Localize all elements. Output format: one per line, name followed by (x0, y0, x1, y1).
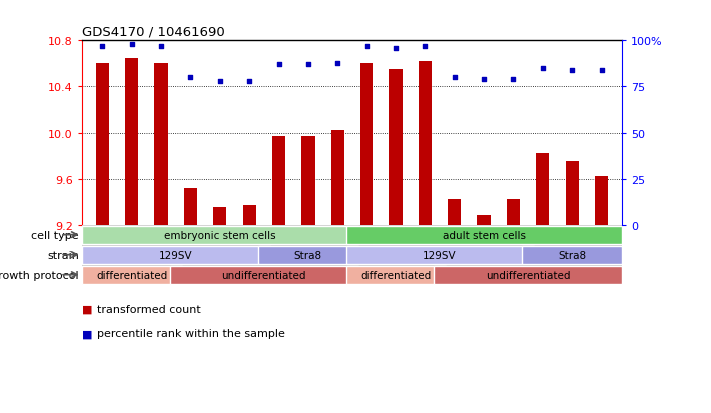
Text: differentiated: differentiated (96, 270, 167, 280)
Text: ■: ■ (82, 329, 92, 339)
Bar (301, 137, 314, 225)
Text: growth protocol: growth protocol (0, 270, 79, 280)
Text: differentiated: differentiated (360, 270, 432, 280)
Bar (154, 64, 168, 225)
Text: Stra8: Stra8 (558, 250, 587, 260)
Text: percentile rank within the sample: percentile rank within the sample (97, 329, 285, 339)
Bar (82, 266, 181, 284)
Bar (448, 200, 461, 225)
Text: embryonic stem cells: embryonic stem cells (164, 230, 276, 240)
Bar (434, 266, 622, 284)
Point (156, 43, 167, 50)
Bar (82, 226, 358, 244)
Bar (507, 200, 520, 225)
Point (185, 75, 196, 81)
Text: GDS4170 / 10461690: GDS4170 / 10461690 (82, 26, 225, 39)
Bar (258, 246, 358, 264)
Point (331, 60, 343, 66)
Text: undifferentiated: undifferentiated (486, 270, 570, 280)
Point (537, 66, 548, 72)
Point (449, 75, 461, 81)
Point (567, 67, 578, 74)
Bar (272, 137, 285, 225)
Point (214, 78, 225, 85)
Point (302, 62, 314, 69)
Bar (346, 266, 446, 284)
Point (596, 67, 607, 74)
Bar (390, 70, 402, 225)
Text: cell type: cell type (31, 230, 79, 240)
Point (273, 62, 284, 69)
Bar (523, 246, 622, 264)
Bar (346, 226, 622, 244)
Text: 129SV: 129SV (159, 250, 193, 260)
Bar (96, 64, 109, 225)
Bar (595, 177, 608, 225)
Text: adult stem cells: adult stem cells (443, 230, 525, 240)
Bar (242, 206, 256, 225)
Bar (331, 131, 344, 225)
Bar (565, 162, 579, 225)
Point (361, 43, 373, 50)
Bar (536, 154, 550, 225)
Point (419, 43, 431, 50)
Point (97, 43, 108, 50)
Bar (419, 62, 432, 225)
Text: 129SV: 129SV (423, 250, 457, 260)
Point (479, 76, 490, 83)
Point (508, 76, 519, 83)
Text: strain: strain (47, 250, 79, 260)
Bar (346, 246, 534, 264)
Text: transformed count: transformed count (97, 304, 201, 314)
Bar (360, 64, 373, 225)
Text: undifferentiated: undifferentiated (222, 270, 306, 280)
Point (126, 42, 137, 48)
Text: ■: ■ (82, 304, 92, 314)
Bar (184, 188, 197, 225)
Point (243, 78, 255, 85)
Bar (82, 246, 269, 264)
Bar (125, 59, 139, 225)
Bar (170, 266, 358, 284)
Bar (478, 216, 491, 225)
Text: Stra8: Stra8 (294, 250, 322, 260)
Point (390, 45, 402, 52)
Bar (213, 208, 226, 225)
